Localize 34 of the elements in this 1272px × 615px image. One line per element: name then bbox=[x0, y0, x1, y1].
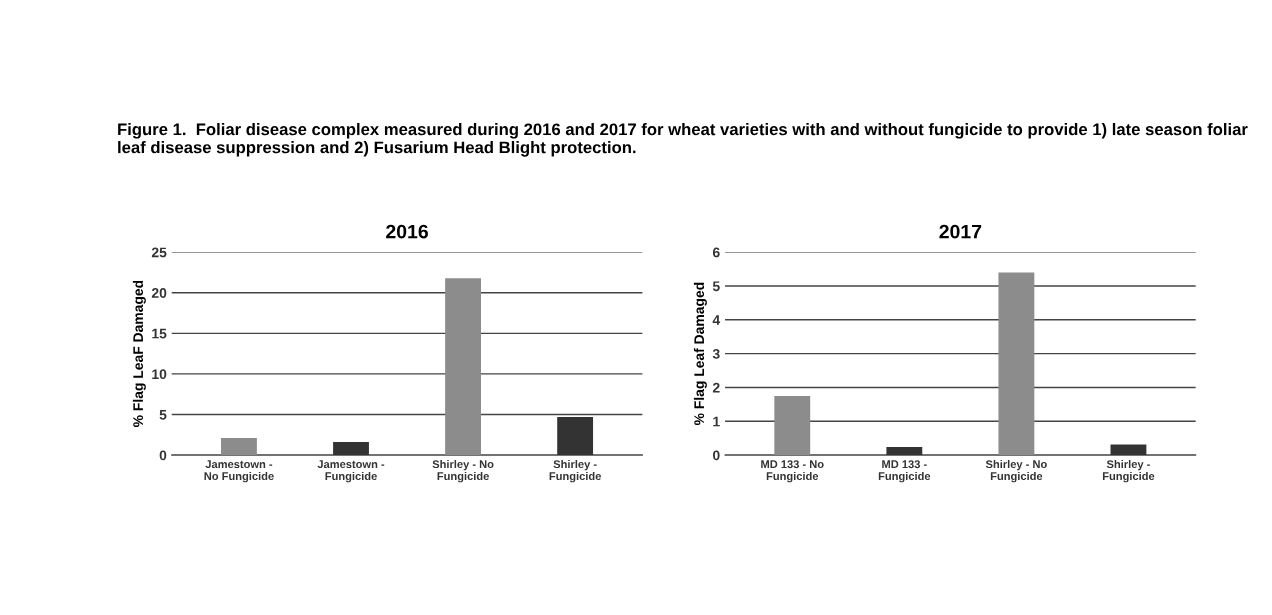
y-tick-label: 25 bbox=[151, 247, 167, 258]
x-tick-label: Shirley - No Fungicide bbox=[432, 459, 494, 483]
bar bbox=[998, 272, 1035, 456]
x-tick-label: Shirley - No Fungicide bbox=[985, 459, 1047, 483]
bar bbox=[333, 442, 369, 456]
chart-title: 2017 bbox=[939, 224, 982, 239]
y-tick-label: 20 bbox=[151, 288, 167, 298]
bar bbox=[221, 438, 257, 456]
y-tick-label: 0 bbox=[713, 450, 720, 461]
caption: Figure 1. Foliar disease complex measured during 2016 and 2017 for wheat varieties with and without fungicide to provide 1) late season foliar leaf disease suppression and 2) Fusarium Head Blight protection. bbox=[118, 123, 1248, 157]
y-tick-label: 4 bbox=[712, 315, 721, 325]
x-tick-label: MD 133 - Fungicide bbox=[878, 460, 931, 483]
y-tick-label: 1 bbox=[713, 416, 720, 427]
bar bbox=[886, 446, 923, 456]
y-tick-label: 5 bbox=[712, 281, 720, 292]
y-tick-label: 2 bbox=[712, 382, 720, 393]
x-tick-label: Jamestown - No Fungicide bbox=[204, 460, 274, 483]
x-tick-label: Shirley - Fungicide bbox=[549, 459, 601, 483]
bar bbox=[557, 416, 594, 456]
x-tick-label: Shirley - Fungicide bbox=[1102, 459, 1155, 483]
y-tick-label: 5 bbox=[159, 409, 167, 420]
y-tick-label: 15 bbox=[152, 328, 167, 339]
y-tick-label: 3 bbox=[712, 348, 720, 359]
y-tick-label: 6 bbox=[712, 247, 720, 258]
bar bbox=[1110, 444, 1147, 456]
y-tick-label: 0 bbox=[159, 450, 167, 461]
y-axis-title: % Flag Leaf Damaged bbox=[693, 282, 707, 426]
y-tick-label: 10 bbox=[152, 369, 167, 380]
bar bbox=[445, 278, 481, 456]
y-axis-title: % Flag LeaF Damaged bbox=[132, 280, 146, 427]
x-tick-label: MD 133 - No Fungicide bbox=[761, 460, 824, 483]
bar bbox=[774, 395, 811, 456]
x-tick-label: Jamestown - Fungicide bbox=[317, 460, 385, 483]
chart-title: 2016 bbox=[386, 224, 428, 239]
